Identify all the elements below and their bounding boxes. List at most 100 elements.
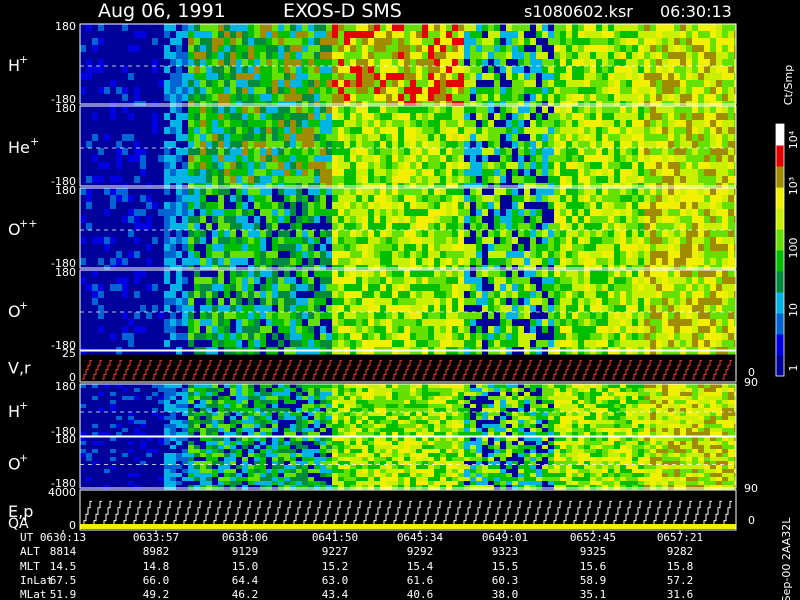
heatmap-cell: [290, 113, 297, 121]
heatmap-cell: [566, 87, 573, 95]
heatmap-cell: [116, 298, 123, 306]
heatmap-cell: [482, 101, 489, 109]
heatmap-cell: [140, 120, 147, 128]
heatmap-cell: [410, 258, 417, 266]
heatmap-cell: [704, 87, 711, 95]
heatmap-cell: [722, 188, 729, 196]
heatmap-cell: [452, 258, 459, 266]
heatmap-cell: [338, 113, 345, 121]
heatmap-cell: [146, 188, 153, 196]
heatmap-cell: [578, 52, 585, 60]
heatmap-cell: [698, 244, 705, 252]
heatmap-cell: [230, 134, 237, 142]
heatmap-cell: [392, 202, 399, 210]
heatmap-cell: [218, 277, 225, 285]
heatmap-cell: [344, 141, 351, 149]
heatmap-cell: [686, 106, 693, 114]
heatmap-cell: [140, 148, 147, 156]
heatmap-cell: [692, 52, 699, 60]
heatmap-cell: [200, 31, 207, 39]
heatmap-cell: [542, 270, 549, 278]
heatmap-cell: [374, 80, 381, 88]
heatmap-cell: [368, 87, 375, 95]
heatmap-cell: [734, 258, 736, 266]
heatmap-cell: [500, 148, 507, 156]
heatmap-cell: [512, 223, 519, 231]
heatmap-cell: [260, 223, 267, 231]
heatmap-cell: [86, 45, 93, 53]
heatmap-cell: [230, 333, 237, 341]
heatmap-cell: [446, 298, 453, 306]
heatmap-cell: [476, 45, 483, 53]
heatmap-cell: [632, 183, 639, 191]
heatmap-cell: [428, 258, 435, 266]
heatmap-cell: [464, 106, 471, 114]
heatmap-cell: [104, 298, 111, 306]
heatmap-cell: [464, 244, 471, 252]
heatmap-cell: [614, 31, 621, 39]
heatmap-cell: [428, 106, 435, 114]
heatmap-cell: [692, 237, 699, 245]
heatmap-cell: [680, 162, 687, 170]
heatmap-cell: [650, 183, 657, 191]
heatmap-cell: [692, 251, 699, 259]
heatmap-cell: [374, 45, 381, 53]
heatmap-cell: [260, 244, 267, 252]
heatmap-cell: [680, 202, 687, 210]
heatmap-cell: [230, 113, 237, 121]
heatmap-cell: [482, 291, 489, 299]
heatmap-cell: [296, 244, 303, 252]
heatmap-cell: [410, 127, 417, 135]
heatmap-cell: [326, 244, 333, 252]
heatmap-cell: [278, 195, 285, 203]
heatmap-cell: [194, 45, 201, 53]
heatmap-cell: [422, 298, 429, 306]
heatmap-cell: [230, 326, 237, 334]
heatmap-cell: [566, 38, 573, 46]
heatmap-cell: [542, 127, 549, 135]
heatmap-cell: [236, 87, 243, 95]
heatmap-cell: [302, 244, 309, 252]
heatmap-cell: [230, 127, 237, 135]
heatmap-cell: [272, 270, 279, 278]
heatmap-cell: [230, 80, 237, 88]
heatmap-cell: [284, 176, 291, 184]
heatmap-cell: [458, 52, 465, 60]
heatmap-cell: [110, 87, 117, 95]
heatmap-cell: [224, 148, 231, 156]
heatmap-cell: [110, 230, 117, 238]
heatmap-cell: [698, 120, 705, 128]
heatmap-cell: [416, 183, 423, 191]
heatmap-cell: [242, 230, 249, 238]
heatmap-cell: [92, 209, 99, 217]
heatmap-cell: [548, 265, 555, 273]
heatmap-cell: [332, 94, 339, 102]
heatmap-cell: [212, 155, 219, 163]
heatmap-cell: [476, 101, 483, 109]
heatmap-cell: [170, 284, 177, 292]
heatmap-cell: [488, 298, 495, 306]
heatmap-cell: [320, 326, 327, 334]
heatmap-cell: [110, 52, 117, 60]
heatmap-cell: [434, 183, 441, 191]
heatmap-cell: [530, 101, 537, 109]
heatmap-cell: [464, 169, 471, 177]
heatmap-cell: [98, 38, 105, 46]
heatmap-cell: [512, 80, 519, 88]
heatmap-cell: [602, 202, 609, 210]
heatmap-cell: [182, 251, 189, 259]
heatmap-cell: [656, 148, 663, 156]
heatmap-cell: [194, 209, 201, 217]
heatmap-cell: [206, 216, 213, 224]
heatmap-cell: [536, 265, 543, 273]
heatmap-cell: [170, 195, 177, 203]
heatmap-cell: [566, 101, 573, 109]
heatmap-cell: [554, 141, 561, 149]
heatmap-cell: [116, 148, 123, 156]
heatmap-cell: [200, 66, 207, 74]
heatmap-cell: [80, 127, 87, 135]
heatmap-cell: [572, 101, 579, 109]
heatmap-cell: [536, 237, 543, 245]
heatmap-cell: [488, 94, 495, 102]
heatmap-cell: [122, 24, 129, 32]
